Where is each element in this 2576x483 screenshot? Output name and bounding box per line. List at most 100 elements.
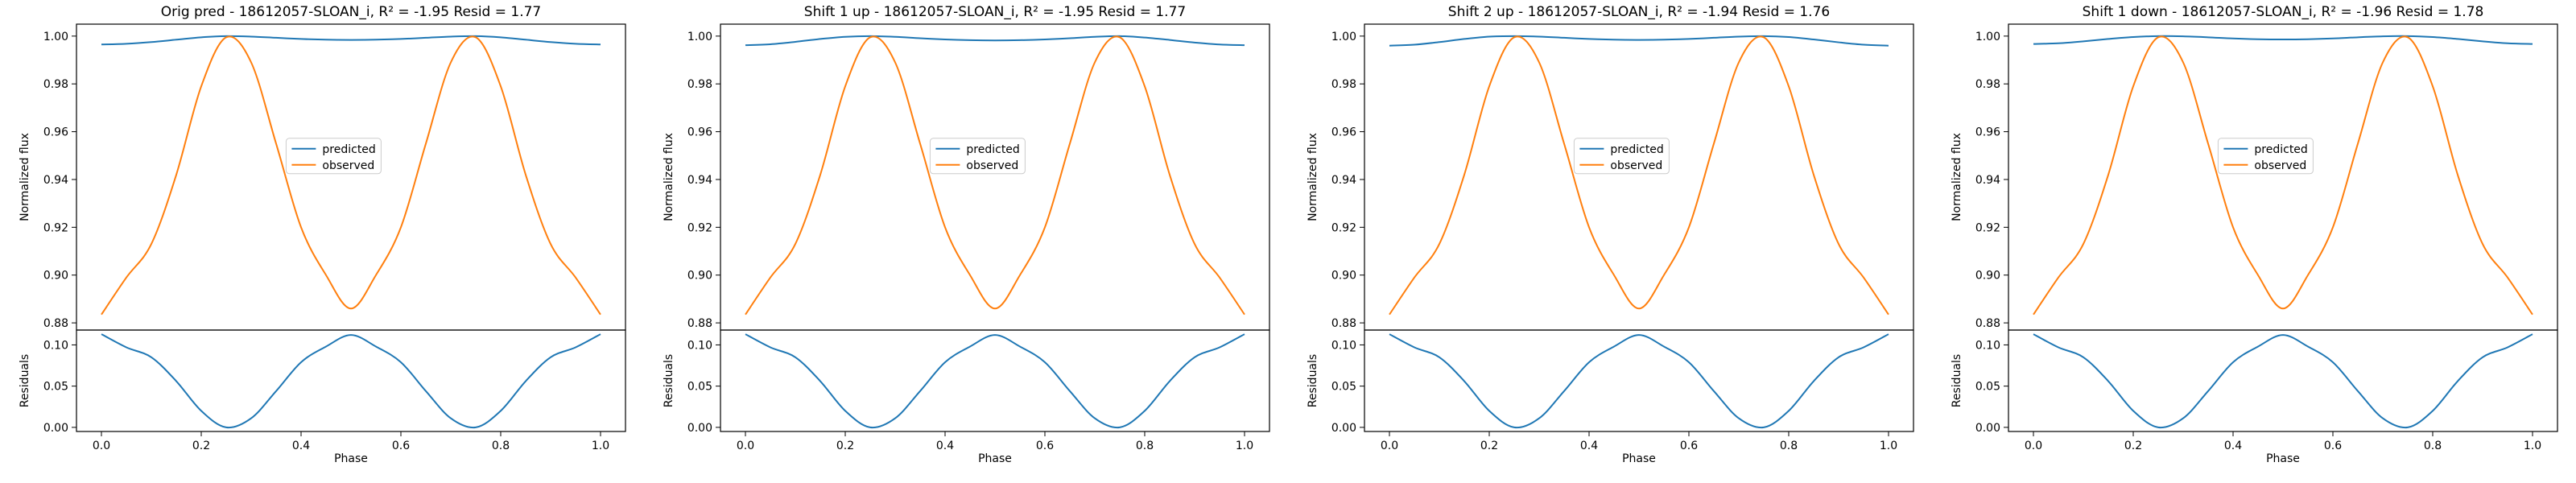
main-axes-frame	[76, 23, 626, 331]
x-tick-label: 0.8	[492, 440, 510, 452]
y-tick-label: 0.92	[1975, 221, 2000, 234]
x-tick-label: 0.4	[936, 440, 954, 452]
x-tick-label: 1.0	[592, 440, 609, 452]
chart-title: Shift 1 up - 18612057-SLOAN_i, R² = -1.9…	[804, 4, 1186, 20]
x-tick-label: 0.2	[836, 440, 854, 452]
residual-axes-frame	[720, 329, 1270, 432]
y-tick-label: 0.98	[1975, 78, 2000, 91]
y-tick-label: 0.90	[1331, 270, 1356, 283]
predicted-line	[101, 35, 601, 46]
x-tick-label: 0.8	[2424, 440, 2442, 452]
residual-axis-label: Residuals	[663, 354, 675, 407]
legend: predicted observed	[929, 138, 1026, 175]
y-tick-label: 1.00	[687, 31, 712, 43]
x-tick-label: 0.4	[2224, 440, 2242, 452]
x-axis-label: Phase	[334, 452, 368, 465]
y-tick-label: 0.88	[43, 317, 68, 330]
y-tick-label: 0.88	[687, 317, 712, 330]
residual-axes-frame	[1364, 329, 1914, 432]
predicted-line	[2033, 35, 2533, 45]
x-axis-label: Phase	[1622, 452, 1656, 465]
y-tick-label: 0.92	[1331, 221, 1356, 234]
x-tick-label: 0.6	[392, 440, 410, 452]
x-tick-label: 0.0	[2025, 440, 2042, 452]
legend-label-predicted: predicted	[322, 143, 375, 156]
y-axis-label: Normalized flux	[19, 133, 31, 221]
x-tick-label: 0.6	[1680, 440, 1698, 452]
residual-y-tick-label: 0.00	[687, 422, 712, 435]
subplot-4: Shift 1 down - 18612057-SLOAN_i, R² = -1…	[1951, 4, 2558, 465]
y-tick-label: 0.90	[43, 270, 68, 283]
main-axes-frame	[2008, 23, 2558, 331]
x-tick-label: 0.6	[2324, 440, 2342, 452]
x-tick-label: 0.2	[2124, 440, 2142, 452]
subplot-1: Orig pred - 18612057-SLOAN_i, R² = -1.95…	[19, 4, 626, 465]
subplot-3: Shift 2 up - 18612057-SLOAN_i, R² = -1.9…	[1307, 4, 1914, 465]
y-tick-label: 0.88	[1331, 317, 1356, 330]
y-axis-label: Normalized flux	[1951, 133, 1963, 221]
residual-y-tick-label: 0.00	[1331, 422, 1356, 435]
y-tick-label: 1.00	[1975, 31, 2000, 43]
y-tick-label: 0.94	[1975, 174, 2000, 187]
y-tick-label: 0.96	[43, 126, 68, 139]
chart-title: Orig pred - 18612057-SLOAN_i, R² = -1.95…	[161, 4, 542, 20]
legend-label-observed: observed	[966, 159, 1018, 172]
x-tick-label: 1.0	[1880, 440, 1897, 452]
residual-y-tick-label: 0.10	[43, 339, 68, 352]
residual-line	[745, 333, 1245, 429]
x-tick-label: 0.8	[1780, 440, 1798, 452]
x-tick-label: 0.2	[1480, 440, 1498, 452]
subplot-2: Shift 1 up - 18612057-SLOAN_i, R² = -1.9…	[663, 4, 1270, 465]
observed-line	[101, 35, 601, 316]
observed-line	[745, 35, 1245, 316]
residual-line	[2033, 333, 2533, 429]
residual-y-tick-label: 0.05	[1975, 381, 2000, 394]
x-tick-label: 0.0	[1381, 440, 1398, 452]
y-tick-label: 0.94	[687, 174, 712, 187]
legend-label-observed: observed	[2254, 159, 2306, 172]
x-tick-label: 0.4	[292, 440, 310, 452]
residual-axes-frame	[76, 329, 626, 432]
residual-y-tick-label: 0.10	[1331, 339, 1356, 352]
y-tick-label: 0.88	[1975, 317, 2000, 330]
y-tick-label: 0.92	[687, 221, 712, 234]
residual-y-tick-label: 0.05	[43, 381, 68, 394]
main-axes-frame	[720, 23, 1270, 331]
x-tick-label: 0.6	[1036, 440, 1054, 452]
predicted-line	[745, 35, 1245, 47]
x-axis-label: Phase	[2266, 452, 2300, 465]
x-tick-label: 0.8	[1136, 440, 1154, 452]
y-tick-label: 0.98	[687, 78, 712, 91]
chart-title: Shift 1 down - 18612057-SLOAN_i, R² = -1…	[2083, 4, 2484, 20]
residual-y-tick-label: 0.05	[1331, 381, 1356, 394]
y-tick-label: 0.90	[1975, 270, 2000, 283]
residual-axis-label: Residuals	[19, 354, 31, 407]
legend: predicted observed	[1573, 138, 1670, 175]
y-tick-label: 0.98	[43, 78, 68, 91]
residual-y-tick-label: 0.10	[687, 339, 712, 352]
x-tick-label: 1.0	[2524, 440, 2541, 452]
y-tick-label: 0.92	[43, 221, 68, 234]
legend: predicted observed	[285, 138, 382, 175]
residual-line	[101, 333, 601, 429]
x-tick-label: 0.4	[1580, 440, 1598, 452]
y-tick-label: 1.00	[43, 31, 68, 43]
y-tick-label: 0.98	[1331, 78, 1356, 91]
residual-axis-label: Residuals	[1307, 354, 1319, 407]
legend: predicted observed	[2217, 138, 2314, 175]
y-tick-label: 0.96	[687, 126, 712, 139]
y-tick-label: 0.96	[1975, 126, 2000, 139]
legend-label-observed: observed	[322, 159, 374, 172]
x-tick-label: 0.0	[93, 440, 110, 452]
y-tick-label: 0.94	[43, 174, 68, 187]
x-tick-label: 0.0	[737, 440, 754, 452]
residual-y-tick-label: 0.05	[687, 381, 712, 394]
y-axis-label: Normalized flux	[1307, 133, 1319, 221]
predicted-line	[1389, 35, 1889, 47]
residual-y-tick-label: 0.00	[1975, 422, 2000, 435]
x-tick-label: 0.2	[192, 440, 210, 452]
main-axes-frame	[1364, 23, 1914, 331]
residual-y-tick-label: 0.10	[1975, 339, 2000, 352]
residual-line	[1389, 333, 1889, 429]
